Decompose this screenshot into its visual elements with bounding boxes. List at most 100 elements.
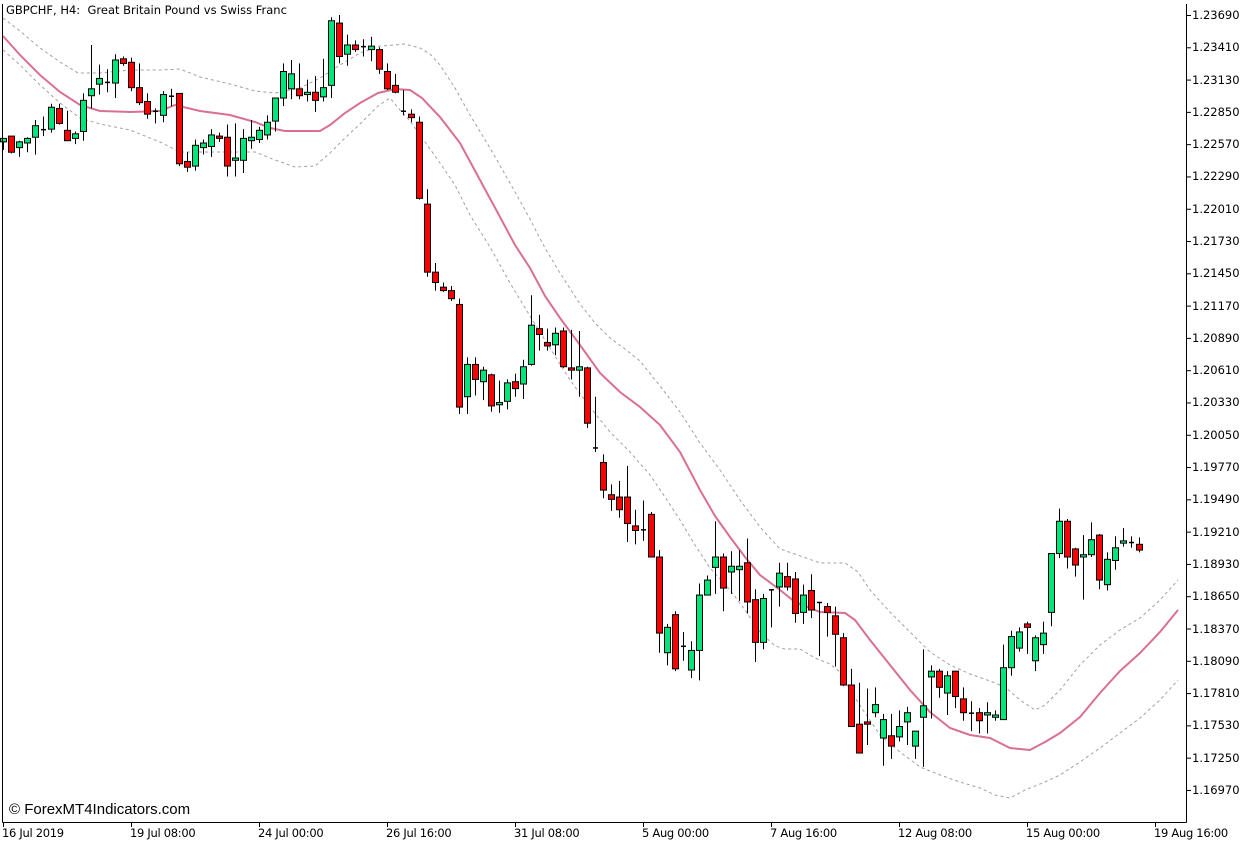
price-tick-label: 1.23690 [1192,8,1240,22]
candle [792,571,799,623]
candle [64,110,71,142]
candle [1080,535,1087,600]
candle [960,687,967,721]
chart-frame [2,4,1187,823]
candle [888,713,895,759]
candle [280,63,287,107]
candle [776,562,783,607]
candle [1136,537,1143,553]
candle [48,103,55,133]
candle [704,575,711,596]
candle [153,108,158,124]
candle [304,79,311,102]
candle [1072,547,1079,577]
candle [320,58,327,102]
candle [784,562,791,591]
candle [56,103,63,125]
time-tick-label: 15 Aug 00:00 [1026,826,1100,840]
candle [912,730,919,759]
candle [864,688,871,745]
candle [264,115,271,140]
candle [760,593,767,650]
price-tick-label: 1.21730 [1192,234,1240,249]
lower-band-line [2,49,1179,799]
candle [432,262,439,291]
candle [496,380,503,413]
candle [144,93,151,119]
candle [136,63,143,105]
candle [744,538,751,614]
candle [1024,621,1031,654]
candle [240,129,247,173]
price-tick-label: 1.21450 [1192,266,1240,281]
candle [720,553,727,612]
candle [832,606,839,667]
time-tick-label: 12 Aug 08:00 [898,826,972,840]
candle [520,359,527,400]
candle [424,189,431,277]
candle [200,139,207,155]
candle [224,124,231,177]
candle [112,54,119,99]
time-tick-label: 19 Aug 16:00 [1154,826,1228,840]
price-tick-label: 1.22290 [1192,169,1240,184]
candle [272,97,279,132]
time-axis-ticks [3,822,1156,827]
candle [681,631,686,661]
candle [248,119,255,149]
candle [296,63,303,100]
candle [536,314,543,351]
candle [208,129,215,157]
candle [456,298,463,415]
candle [769,589,774,628]
time-tick-label: 16 Jul 2019 [2,826,64,840]
candle [616,480,623,518]
candle [752,589,759,662]
candle [0,137,7,150]
price-tick-label: 1.19490 [1192,492,1240,507]
price-tick-label: 1.19770 [1192,460,1240,475]
candle [808,574,815,619]
candle [1056,508,1063,559]
price-tick-label: 1.18370 [1192,621,1240,636]
candle [600,454,607,499]
candle [336,15,343,64]
candle [96,64,103,95]
candle [384,63,391,90]
time-tick-label: 31 Jul 08:00 [514,826,580,840]
candle [120,56,127,66]
candle [664,623,671,666]
candle [1112,536,1119,570]
candle [160,91,167,123]
candle [992,710,999,721]
candle [440,282,447,292]
candle [696,583,703,681]
price-tick-label: 1.20050 [1192,427,1240,442]
candle [544,328,551,351]
candle [928,665,935,719]
candle [504,379,511,410]
candle [1088,522,1095,558]
candle [32,119,39,155]
candle [344,34,351,66]
candle [401,89,406,116]
candle [328,17,335,99]
candle [1129,536,1134,548]
candle [1000,644,1007,721]
candle [256,126,263,144]
candle [528,295,535,366]
candle [184,152,191,172]
watermark-text: © ForexMT4Indicators.com [9,801,191,818]
price-tick-label: 1.20330 [1192,395,1240,410]
candle [824,603,831,637]
candle [192,139,199,171]
candle [312,76,319,112]
candle [584,366,591,428]
price-tick-label: 1.16970 [1192,782,1240,797]
candle [856,682,863,754]
candle [232,123,239,177]
price-tick-label: 1.19210 [1192,524,1240,539]
candle [488,373,495,412]
candle [472,357,479,396]
